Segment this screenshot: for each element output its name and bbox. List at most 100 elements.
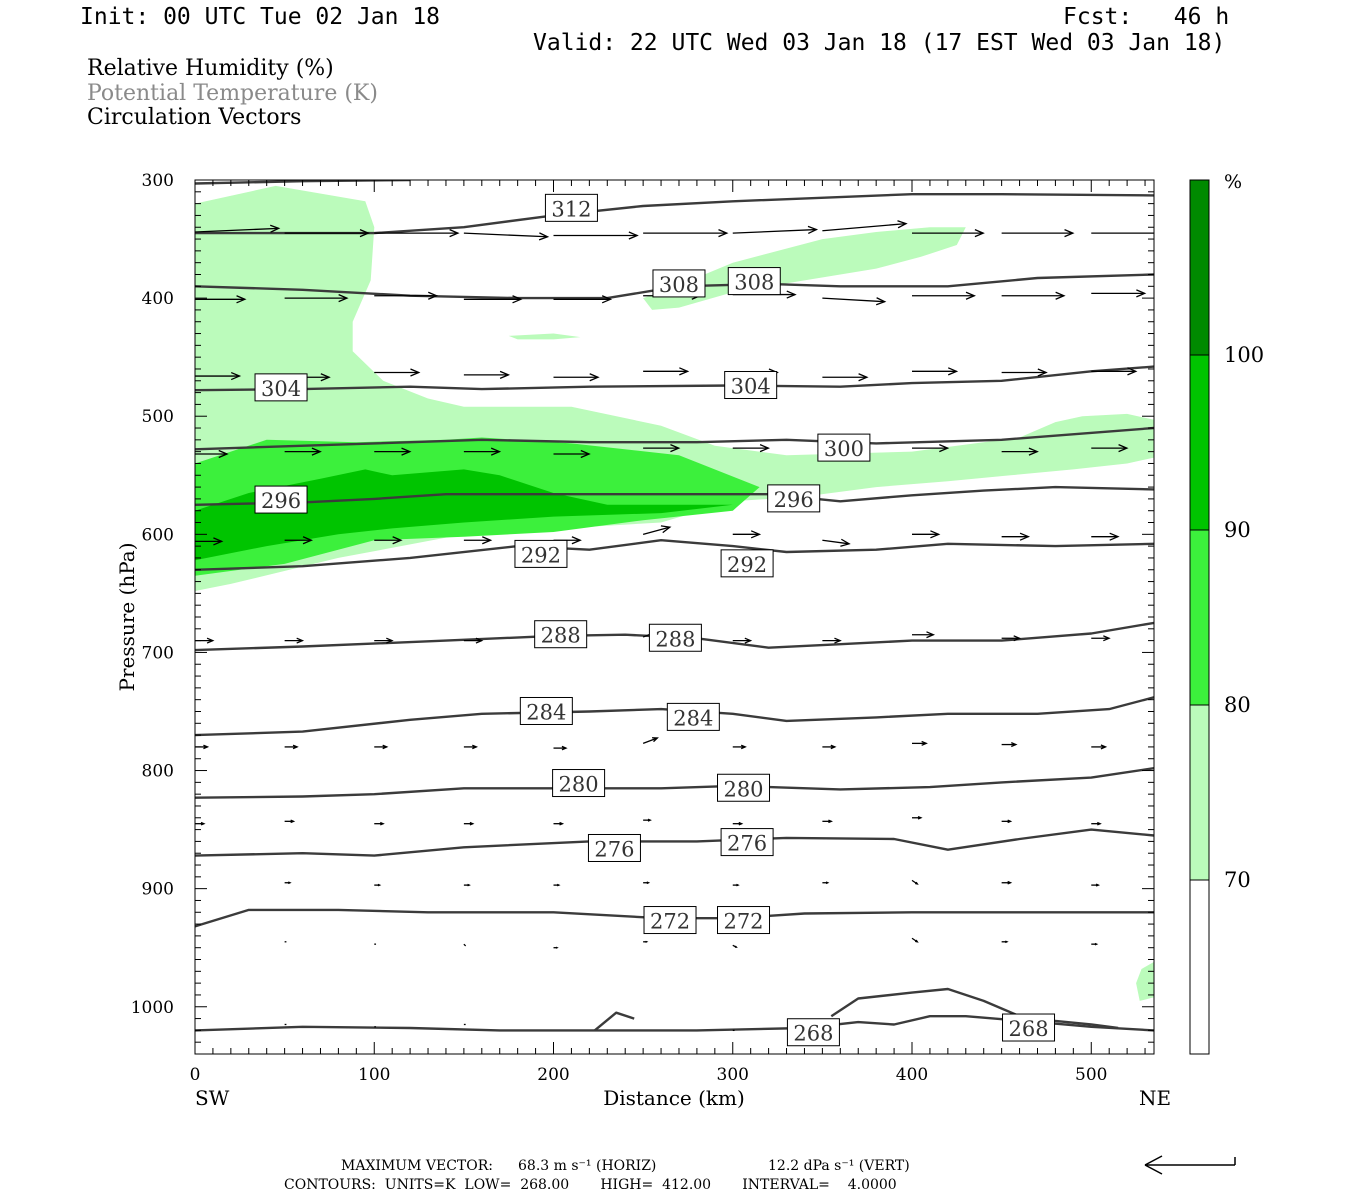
circulation-vector: [1001, 291, 1066, 300]
vector-head: [1028, 447, 1039, 456]
reference-vector-arrow-icon: [1144, 1155, 1236, 1175]
circulation-vector: [1091, 289, 1147, 298]
theta-label-text: 292: [521, 543, 561, 567]
theta-label-text: 280: [723, 777, 763, 801]
vector-head: [1064, 229, 1075, 238]
vector-head: [1007, 819, 1013, 824]
circulation-vector: [463, 943, 467, 947]
colorbar-segment: [1189, 879, 1210, 1055]
circulation-vector: [822, 538, 851, 547]
circulation-vector: [284, 294, 349, 303]
theta-label-text: 276: [727, 832, 767, 856]
circulation-vector: [1001, 229, 1075, 238]
vector-head: [1007, 880, 1013, 885]
colorbar-segment: [1189, 529, 1210, 706]
vector-head: [359, 229, 370, 238]
vector-head: [377, 883, 382, 887]
circulation-vector: [732, 744, 747, 750]
circulation-vector: [1091, 635, 1111, 642]
vector-head: [230, 371, 242, 381]
vector-head: [679, 367, 690, 376]
circulation-vector: [822, 297, 887, 306]
theta-label-268: 268: [1002, 1013, 1056, 1042]
theta-label-text: 280: [559, 773, 599, 797]
theta-label-text: 308: [734, 271, 774, 295]
colorbar: % 70 80 90 100: [1189, 171, 1264, 1055]
vector-head: [386, 637, 394, 644]
vector-head: [218, 449, 229, 459]
rh-region-70: [643, 227, 966, 310]
circulation-vector: [732, 530, 762, 539]
vector-head: [1019, 532, 1031, 541]
circulation-vector: [195, 537, 224, 546]
vector-head: [825, 881, 830, 885]
colorbar-tick-label: 70: [1224, 868, 1251, 892]
theta-contour-284: [195, 696, 1154, 737]
vector-head: [744, 637, 753, 644]
theta-label-280: 280: [552, 769, 606, 798]
y-tick-label: 300: [142, 171, 174, 191]
circulation-vector: [912, 367, 959, 376]
vector-head: [915, 939, 919, 943]
theta-label-272: 272: [643, 906, 697, 935]
vector-head: [296, 637, 305, 644]
theta-label-box: [727, 267, 781, 296]
theta-label-300: 300: [817, 433, 871, 462]
vector-shaft: [463, 943, 467, 947]
circulation-vector: [1001, 742, 1018, 748]
vector-head: [647, 818, 652, 822]
vector-head: [302, 536, 313, 545]
x-tick-label: 200: [537, 1065, 569, 1085]
vector-head: [875, 297, 887, 306]
theta-contour-300: [195, 426, 1154, 451]
circulation-vector: [463, 821, 475, 826]
y-tick-label: 600: [142, 525, 174, 545]
circulation-vector: [1091, 744, 1108, 750]
vector-head: [750, 530, 762, 539]
circulation-vector: [643, 940, 649, 943]
theta-label-268: 268: [786, 1018, 840, 1047]
vector-head: [469, 821, 475, 826]
vector-head: [738, 821, 744, 826]
theta-label-box: [643, 906, 697, 935]
vector-head: [580, 449, 591, 459]
theta-contour-280: [195, 767, 1154, 799]
theta-label-288: 288: [648, 623, 702, 652]
circulation-vector: [374, 291, 439, 300]
vector-head: [555, 946, 559, 949]
theta-label-box: [534, 620, 588, 649]
vector-shaft: [822, 297, 885, 303]
circulation-vector: [374, 536, 403, 545]
circulation-vector: [463, 295, 523, 304]
circulation-vector: [732, 944, 738, 948]
theta-label-box: [587, 833, 641, 862]
theta-label-288: 288: [534, 620, 588, 649]
circulation-vector: [1001, 635, 1022, 642]
circulation-vector: [911, 937, 919, 943]
colorbar-tick-label: 100: [1224, 343, 1264, 367]
circulation-vector: [463, 883, 471, 887]
theta-label-box: [1002, 1013, 1056, 1042]
circulation-vector: [643, 818, 652, 822]
circulation-vector: [1001, 368, 1048, 377]
theta-label-box: [767, 484, 821, 513]
vector-head: [206, 637, 215, 644]
circulation-vector: [374, 821, 385, 826]
circulation-vector: [912, 291, 976, 300]
circulation-vector: [195, 449, 229, 459]
theta-label-box: [817, 433, 871, 462]
vector-head: [930, 530, 941, 539]
vector-head: [660, 525, 672, 534]
circulation-vector: [1091, 532, 1120, 541]
circulation-vector: [284, 447, 322, 456]
vector-head: [1094, 942, 1099, 946]
vector-head: [1100, 744, 1108, 750]
theta-label-box: [786, 1018, 840, 1047]
theta-label-box: [717, 773, 771, 802]
vector-head: [786, 290, 797, 299]
theta-label-box: [720, 549, 774, 578]
vector-head: [1153, 230, 1154, 237]
vector-head: [830, 744, 837, 750]
vector-head: [287, 881, 292, 885]
humidity-shading: [195, 185, 1154, 1001]
